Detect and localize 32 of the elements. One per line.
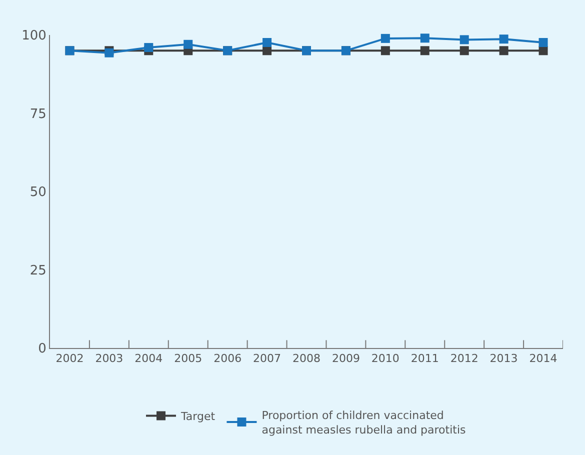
point [538,38,548,48]
x-tick-label: 2013 [490,352,518,366]
x-tick-label: 2004 [134,352,163,366]
point [460,35,469,44]
legend-label: Target [180,410,216,423]
y-tick-label: 100 [22,28,46,44]
x-tick-label: 2009 [332,352,360,366]
x-tick-label: 2012 [450,352,478,366]
point [499,34,508,44]
x-tick-label: 2006 [214,352,242,366]
point [262,38,272,48]
point [499,46,508,56]
point [420,46,430,56]
point [380,34,390,43]
legend-label: Proportion of children vaccinated against measles rubella and parotitis [262,409,466,436]
x-tick-label: 2005 [174,352,202,366]
x-tick-label: 2011 [410,352,439,366]
point [144,43,154,52]
y-tick-label: 75 [30,106,46,122]
x-tick-label: 2010 [371,352,400,366]
y-tick-label: 50 [30,185,46,200]
point [460,46,469,56]
x-tick-label: 2008 [292,352,320,366]
point [184,40,193,49]
x-tick-label: 2003 [95,352,124,366]
y-tick-label: 0 [38,342,46,357]
x-tick-label: 2007 [253,352,282,366]
x-tick-label: 2002 [56,352,84,366]
x-tick-label: 2014 [529,352,558,366]
point [380,46,390,56]
y-tick-label: 25 [30,263,46,278]
point [420,34,430,43]
